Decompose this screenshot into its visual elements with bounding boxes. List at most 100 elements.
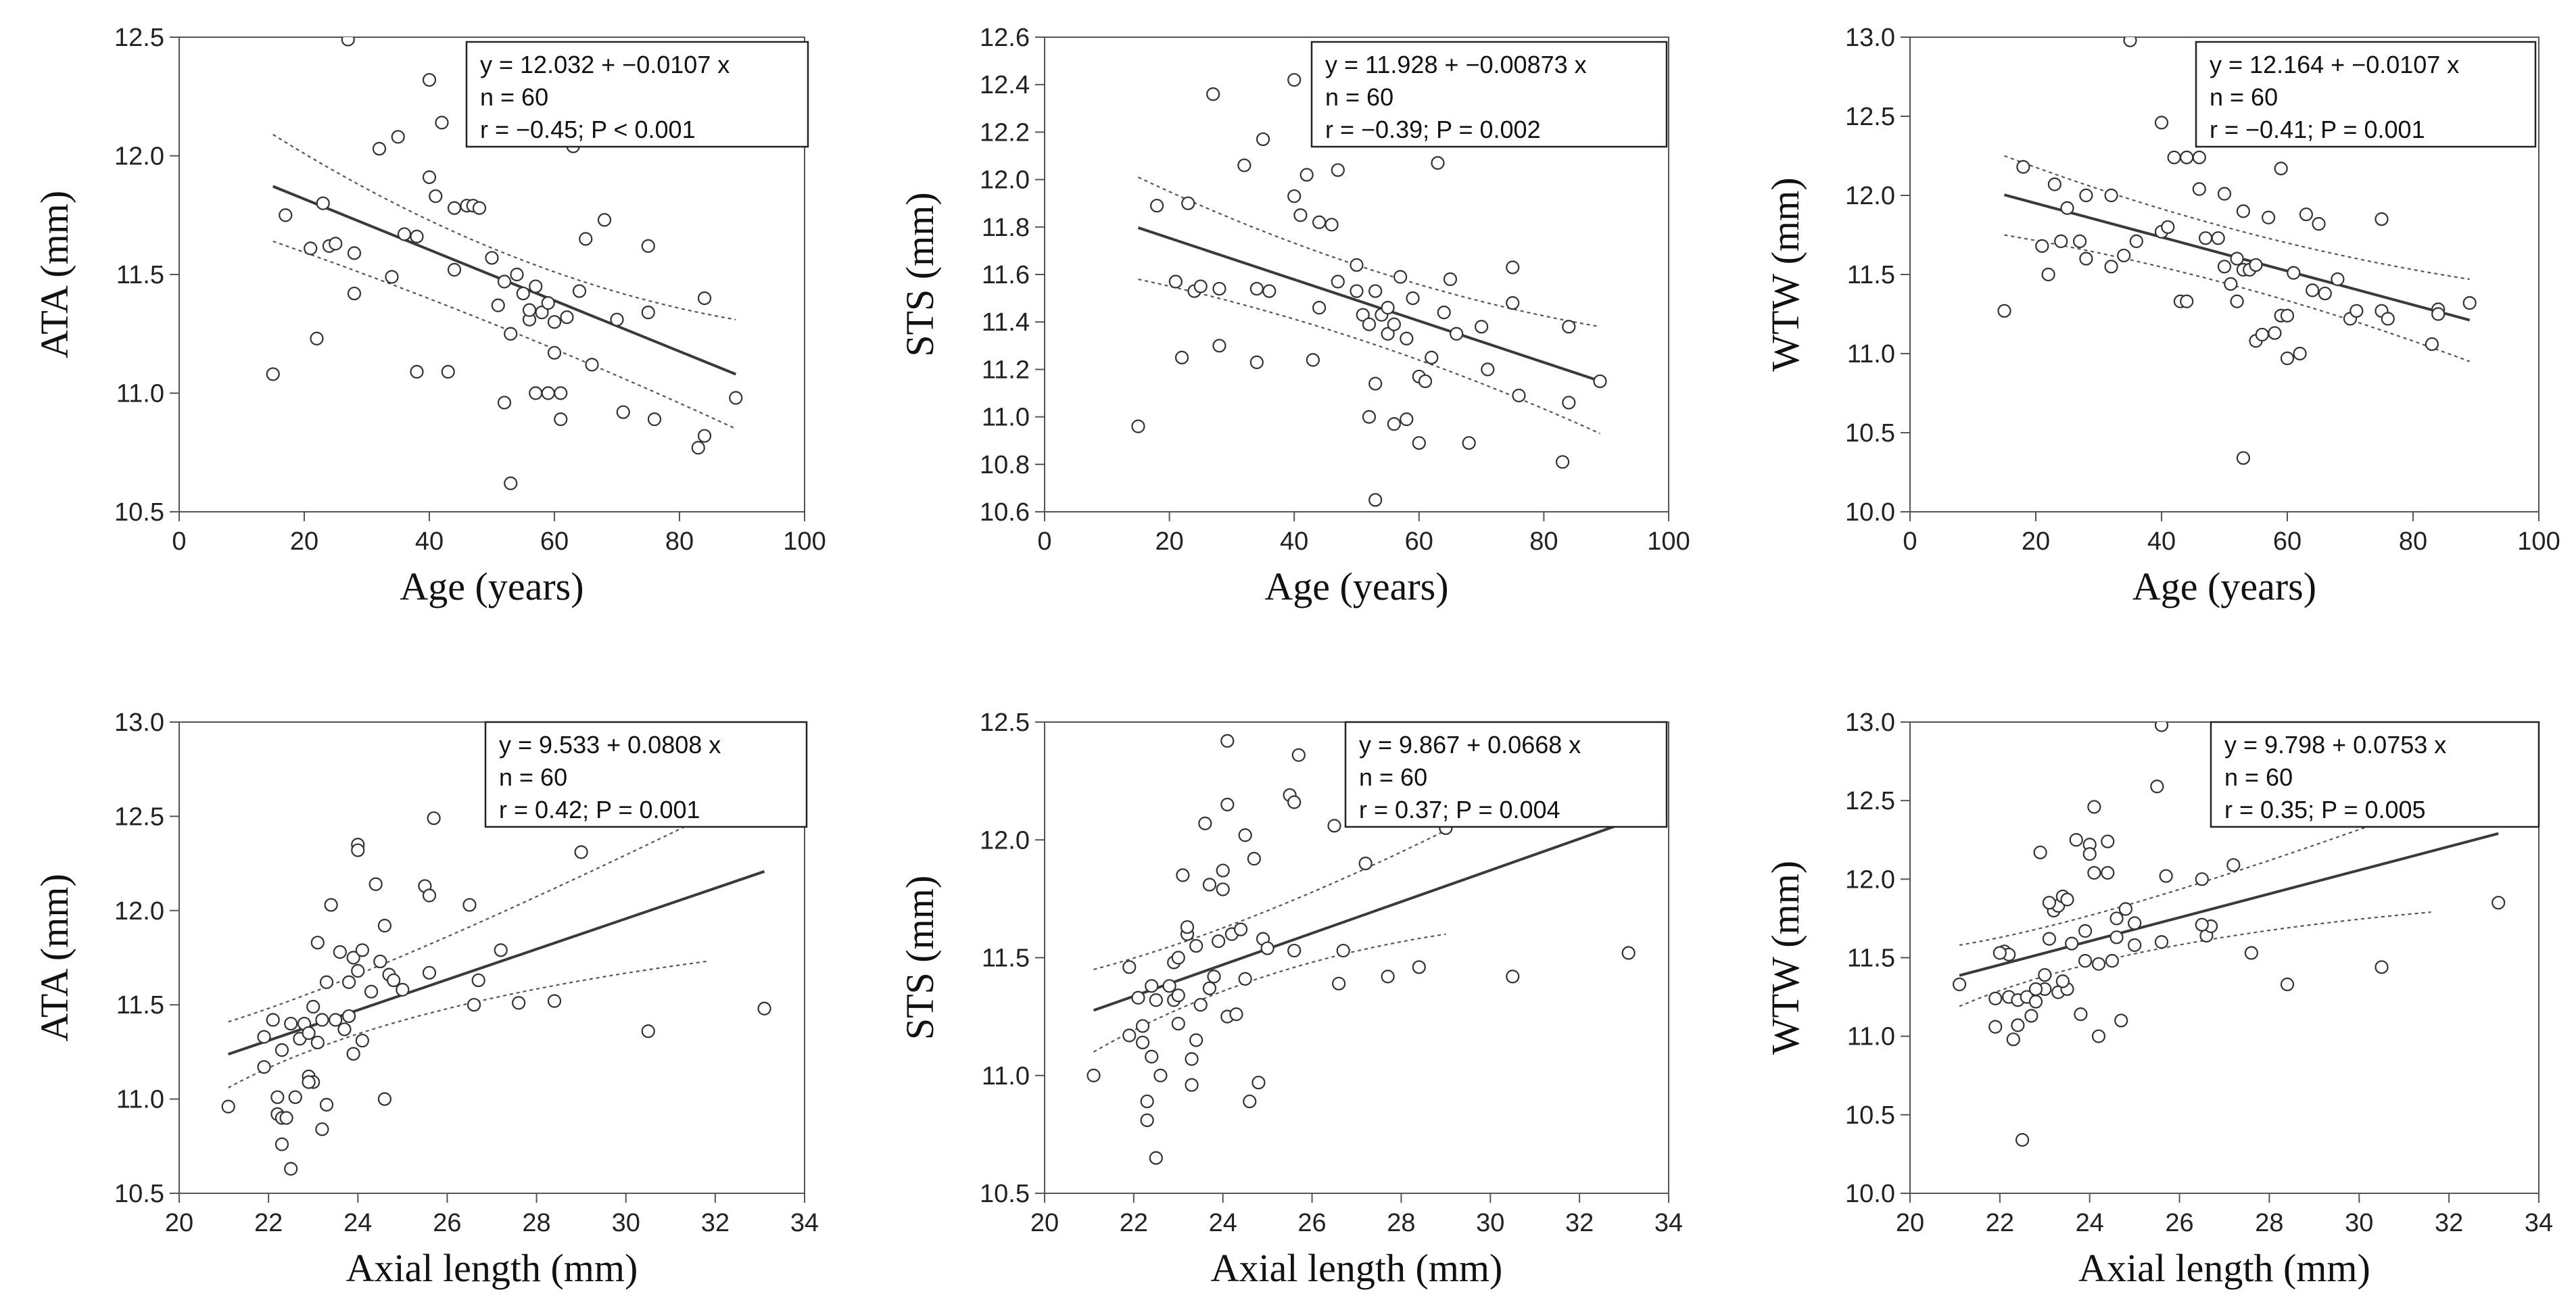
data-point <box>304 241 318 256</box>
data-point <box>1212 934 1226 949</box>
data-point <box>1171 988 1185 1003</box>
data-point <box>1412 436 1426 450</box>
x-tick-label: 20 <box>165 1209 193 1237</box>
y-tick-label: 11.5 <box>116 261 164 289</box>
x-tick-label: 22 <box>1986 1209 2014 1237</box>
data-point <box>319 1097 334 1112</box>
data-point <box>1206 87 1220 101</box>
data-point <box>1262 284 1277 298</box>
data-point <box>2033 845 2047 859</box>
data-point <box>1431 156 1445 170</box>
data-point <box>1331 163 1345 177</box>
data-point <box>610 312 624 327</box>
data-point <box>2375 960 2389 974</box>
data-point <box>1150 199 1164 213</box>
data-point <box>1220 734 1235 748</box>
data-point <box>1135 1035 1150 1050</box>
y-tick-label: 10.5 <box>114 498 164 527</box>
data-point <box>364 984 379 999</box>
data-point <box>2091 957 2106 971</box>
data-point <box>1287 795 1302 809</box>
y-axis-title: WTW (mm) <box>1763 177 1807 371</box>
stats-line: y = 9.867 + 0.0668 x <box>1359 731 1581 759</box>
x-tick-label: 20 <box>1155 527 1183 556</box>
y-tick-label: 10.5 <box>980 1180 1030 1208</box>
x-tick-label: 26 <box>433 1209 461 1237</box>
y-tick-label: 11.5 <box>1847 945 1895 973</box>
data-point <box>2101 865 2115 880</box>
data-point <box>2161 220 2175 234</box>
y-tick-label: 12.5 <box>1845 103 1895 131</box>
data-point <box>1562 396 1576 410</box>
panel-3: 0 20 40 60 80 100 10.0 10.5 11.0 11.5 12.0 12.5 13.0… <box>1763 24 2560 608</box>
data-point <box>1437 306 1451 320</box>
x-tick-label: 60 <box>540 527 569 556</box>
data-point <box>1185 1052 1199 1066</box>
regression-line <box>1137 226 1601 383</box>
data-point <box>1149 993 1163 1007</box>
data-point <box>275 1137 289 1151</box>
data-point <box>554 412 568 427</box>
data-point <box>397 227 412 241</box>
data-point <box>2268 326 2282 340</box>
data-point <box>2038 967 2052 982</box>
data-point <box>497 396 512 410</box>
data-point <box>275 1043 289 1057</box>
confidence-band-lower <box>228 960 707 1089</box>
data-point <box>2244 946 2258 960</box>
data-point <box>1087 1068 1101 1082</box>
data-point <box>2381 312 2395 326</box>
y-tick-label: 11.5 <box>982 945 1030 973</box>
data-point <box>341 1009 356 1024</box>
x-axis-title: Axial length (mm) <box>1211 1246 1503 1290</box>
y-tick-label: 13.0 <box>114 709 164 737</box>
data-point <box>310 331 324 345</box>
data-point <box>310 1035 325 1050</box>
data-point <box>1450 327 1464 341</box>
data-point <box>1425 350 1439 364</box>
data-point <box>1140 1094 1154 1109</box>
data-point <box>1145 1049 1159 1063</box>
data-point <box>284 1016 298 1031</box>
data-point <box>1176 868 1190 882</box>
x-tick-label: 28 <box>522 1209 550 1237</box>
x-tick-label: 20 <box>2022 527 2050 556</box>
y-tick-label: 11.8 <box>982 214 1030 242</box>
y-axis-title: WTW (mm) <box>1763 861 1807 1055</box>
data-point <box>257 1060 271 1074</box>
y-tick-label: 12.0 <box>114 143 164 171</box>
data-point <box>2224 277 2238 291</box>
data-point <box>2054 234 2068 248</box>
data-point <box>547 994 562 1008</box>
data-point <box>1251 1076 1266 1090</box>
plot-data <box>266 37 743 490</box>
data-point <box>2060 201 2074 215</box>
data-point <box>2425 337 2439 352</box>
confidence-band-lower <box>1138 278 1600 435</box>
data-point <box>341 37 355 47</box>
data-point <box>1216 863 1230 878</box>
data-point <box>2331 272 2345 287</box>
data-point <box>1312 215 1327 229</box>
data-point <box>1122 960 1137 974</box>
data-point <box>697 291 712 306</box>
data-point <box>2195 917 2209 932</box>
data-point <box>377 1092 392 1106</box>
panel-6: 20 22 24 26 28 30 32 34 10.0 10.5 11.0 11.5 12.0 12.5… <box>1763 709 2553 1290</box>
data-point <box>1350 284 1364 298</box>
data-point <box>2192 150 2206 164</box>
data-point <box>2118 902 2132 916</box>
data-point <box>441 364 455 379</box>
x-tick-label: 34 <box>1654 1209 1683 1237</box>
data-point <box>435 116 449 130</box>
data-point <box>2109 930 2124 945</box>
confidence-band-upper <box>272 133 736 320</box>
data-point <box>2073 234 2087 248</box>
data-point <box>616 405 630 419</box>
confidence-band-upper <box>2004 155 2470 281</box>
data-point <box>2150 780 2164 794</box>
data-point <box>2280 351 2295 366</box>
plot-data <box>1997 37 2477 465</box>
stats-box <box>2210 721 2540 828</box>
data-point <box>2087 865 2101 880</box>
